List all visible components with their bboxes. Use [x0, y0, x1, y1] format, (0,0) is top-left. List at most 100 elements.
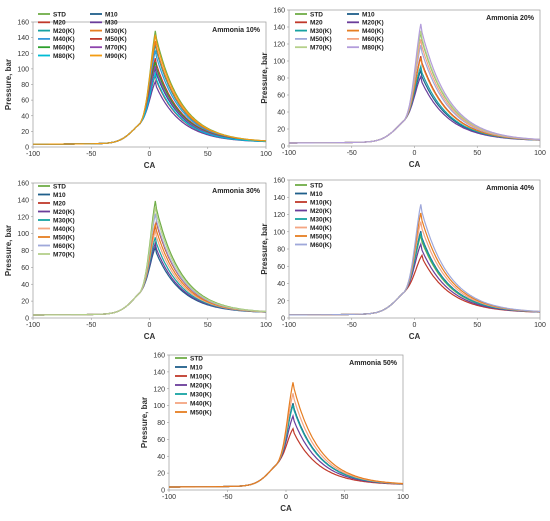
- series-line-m90k: [33, 34, 266, 145]
- legend-label: M80(K): [362, 45, 384, 52]
- legend-label: M30: [105, 20, 118, 27]
- legend-label: STD: [53, 183, 66, 190]
- x-tick-label: -50: [86, 151, 96, 158]
- y-tick-label: 160: [273, 8, 285, 15]
- legend-label: M50(K): [53, 234, 75, 241]
- chart-title: Ammonia 30%: [212, 188, 261, 195]
- legend: STDM10M20M20(K)M30(K)M40(K)M50(K)M60(K)M…: [38, 183, 75, 258]
- legend: STD M10 M20 M30 M20(K) M30(K) M40(K) M50(K) M60(…: [38, 11, 127, 60]
- x-tick-label: -100: [282, 322, 296, 329]
- legend-label: M50(K): [310, 233, 332, 240]
- x-tick-label: 0: [413, 322, 417, 329]
- x-tick-label: -100: [26, 322, 40, 329]
- legend-label: M20(K): [53, 28, 75, 35]
- legend-label: STD: [310, 182, 323, 189]
- legend-label: M20(K): [310, 208, 332, 215]
- legend-label: M40(K): [53, 36, 75, 43]
- chart-panel-1: 0 20 40 60 80 100 120 140 160 -100 -50 0 50 100 CA Pres…: [4, 11, 272, 170]
- y-tick-label: 60: [21, 265, 29, 272]
- legend-label: M30(K): [310, 28, 332, 35]
- y-tick-label: 40: [277, 110, 285, 117]
- y-axis-label: Pressure, bar: [140, 397, 149, 448]
- y-tick-label: 140: [153, 369, 165, 376]
- legend-label: M30(K): [190, 391, 212, 398]
- y-tick-label: 160: [17, 181, 29, 188]
- legend-label: M80(K): [53, 53, 75, 60]
- x-axis-label: CA: [280, 504, 292, 513]
- y-tick-label: 100: [17, 66, 29, 73]
- y-tick-label: 40: [21, 113, 29, 120]
- x-tick-label: 0: [148, 151, 152, 158]
- chart-panel-5: 0 20 40 60 80 100 120 140 160 -100 -50 0 50 100 CA Pres…: [140, 353, 409, 514]
- legend-label: M60(K): [53, 45, 75, 52]
- legend-label: M20: [53, 200, 66, 207]
- legend-label: M40(K): [190, 400, 212, 407]
- y-tick-label: 120: [273, 42, 285, 49]
- y-tick-label: 0: [161, 488, 165, 495]
- x-axis-label: CA: [144, 161, 156, 170]
- series-line-m60k: [289, 204, 540, 316]
- x-tick-label: -50: [347, 322, 357, 329]
- series-line-m70k: [33, 206, 267, 316]
- y-tick-label: 80: [277, 76, 285, 83]
- x-tick-label: -100: [282, 150, 296, 157]
- x-tick-label: 100: [534, 150, 546, 157]
- x-tick-label: 50: [341, 494, 349, 501]
- y-tick-label: 20: [277, 127, 285, 134]
- y-tick-label: 20: [277, 298, 285, 305]
- legend-label: M40(K): [53, 226, 75, 233]
- x-tick-label: 50: [204, 322, 212, 329]
- y-tick-label: 140: [273, 195, 285, 202]
- y-tick-label: 100: [273, 59, 285, 66]
- x-tick-label: -50: [222, 494, 232, 501]
- y-tick-label: 20: [157, 471, 165, 478]
- x-axis-label: CA: [409, 160, 421, 169]
- chart-panel-2: 0 20 40 60 80 100 120 140 160 -100 -50 0 50 100 CA Pres…: [260, 8, 546, 170]
- y-tick-label: 120: [153, 386, 165, 393]
- chart-title: Ammonia 20%: [486, 15, 535, 22]
- chart-panel-3: 0 20 40 60 80 100 120 140 160 -100 -50 0 50 100 CA Pres…: [4, 181, 272, 342]
- x-tick-label: 50: [473, 150, 481, 157]
- legend-label: M40(K): [310, 225, 332, 232]
- legend-label: M70(K): [310, 45, 332, 52]
- legend-label: M60(K): [310, 242, 332, 249]
- y-tick-label: 100: [273, 229, 285, 236]
- legend-label: M20: [310, 20, 323, 27]
- y-axis-label: Pressure, bar: [4, 225, 13, 276]
- legend-label: M30(K): [53, 217, 75, 224]
- legend-label: M30(K): [105, 28, 127, 35]
- y-tick-label: 80: [21, 248, 29, 255]
- y-tick-label: 140: [17, 35, 29, 42]
- y-tick-label: 120: [273, 212, 285, 219]
- x-axis-label: CA: [409, 332, 421, 341]
- chart-panel-4: 0 20 40 60 80 100 120 140 160 -100 -50 0 50 100 CA Pres…: [260, 178, 546, 342]
- legend-label: M70(K): [105, 45, 127, 52]
- y-tick-label: 20: [21, 129, 29, 136]
- legend-label: M20(K): [53, 209, 75, 216]
- series-line-m50k: [169, 382, 403, 488]
- legend-label: M70(K): [53, 251, 75, 258]
- y-tick-label: 140: [273, 25, 285, 32]
- x-tick-label: 0: [413, 150, 417, 157]
- y-tick-label: 120: [17, 51, 29, 58]
- y-axis-label: Pressure, bar: [260, 52, 269, 103]
- legend-label: STD: [310, 11, 323, 18]
- y-tick-label: 20: [21, 299, 29, 306]
- x-tick-label: 50: [473, 322, 481, 329]
- x-axis-label: CA: [144, 332, 156, 341]
- legend-label: M10: [190, 364, 203, 371]
- chart-title: Ammonia 50%: [349, 360, 398, 367]
- y-tick-label: 100: [17, 231, 29, 238]
- y-tick-label: 0: [25, 145, 29, 152]
- series-line-m80k: [289, 23, 541, 144]
- legend-label: M30(K): [310, 216, 332, 223]
- y-tick-label: 60: [157, 437, 165, 444]
- legend-label: M20(K): [190, 382, 212, 389]
- y-tick-label: 100: [153, 403, 165, 410]
- y-tick-label: 40: [157, 454, 165, 461]
- y-tick-label: 60: [277, 93, 285, 100]
- y-tick-label: 0: [281, 316, 285, 323]
